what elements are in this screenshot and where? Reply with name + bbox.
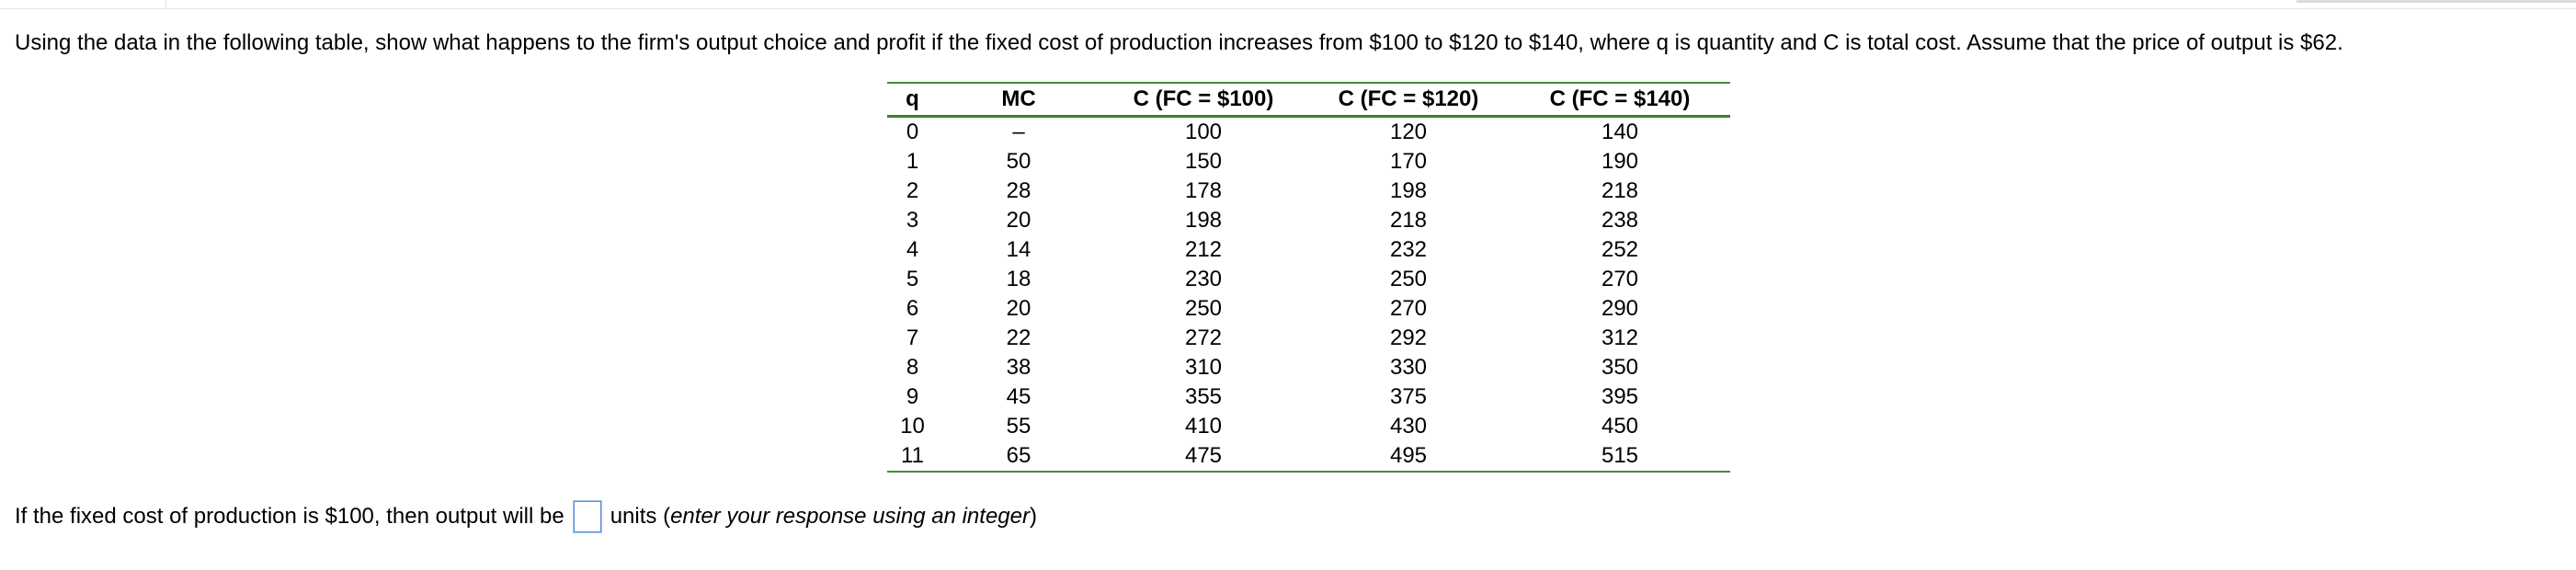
- cell-cost-fc140: 515: [1601, 443, 1639, 468]
- question-text: Using the data in the following table, s…: [15, 30, 2343, 55]
- cell-cost-fc140: 350: [1601, 355, 1639, 380]
- cell-q: 9: [906, 384, 919, 409]
- cell-cost-fc120: 198: [1389, 178, 1428, 203]
- table-row: 1 50 150 170 190: [887, 147, 1730, 177]
- cell-q: 6: [906, 296, 919, 321]
- cell-cost-fc120: 250: [1389, 267, 1428, 291]
- table-row: 3 20 198 218 238: [887, 206, 1730, 235]
- cell-cost-fc100: 198: [1184, 208, 1223, 233]
- header-cost-fc100: C (FC = $100): [1133, 86, 1274, 111]
- header-cost-fc120: C (FC = $120): [1338, 86, 1479, 111]
- table-row: 2 28 178 198 218: [887, 177, 1730, 206]
- table-row: 11 65 475 495 515: [887, 441, 1730, 472]
- cell-cost-fc140: 190: [1601, 149, 1639, 174]
- table-body: 0–100 120 140 1 50 150 170 190 2 28 178 198 218 3 20 19…: [887, 117, 1730, 472]
- cell-mc: 20: [1006, 208, 1032, 233]
- cell-cost-fc120: 430: [1389, 414, 1428, 439]
- header-mc: MC: [1001, 86, 1036, 111]
- table-header-row: q MC C (FC = $100) C (FC = $120) C (FC = $14…: [887, 83, 1730, 117]
- cell-cost-fc140: 290: [1601, 296, 1639, 321]
- cell-cost-fc100: 250: [1184, 296, 1223, 321]
- cell-q: 5: [906, 267, 919, 291]
- cell-cost-fc140: 270: [1601, 267, 1639, 291]
- cell-q: 10: [900, 414, 925, 439]
- output-answer-input[interactable]: [573, 501, 601, 532]
- cell-cost-fc120: 232: [1389, 237, 1428, 262]
- cell-cost-fc140: 450: [1601, 414, 1639, 439]
- cell-cost-fc100: 355: [1184, 384, 1223, 409]
- header-cost-fc140: C (FC = $140): [1549, 86, 1691, 111]
- table-row: 6 20 250 270 290: [887, 294, 1730, 324]
- cell-cost-fc140: 238: [1601, 208, 1639, 233]
- cell-cost-fc120: 170: [1389, 149, 1428, 174]
- cell-q: 4: [906, 237, 919, 262]
- cell-cost-fc100: 475: [1184, 443, 1223, 468]
- cell-mc: 28: [1006, 178, 1032, 203]
- table-row: 8 38 310 330 350: [887, 353, 1730, 382]
- table-row: 9 45 355 375 395: [887, 382, 1730, 412]
- cell-cost-fc120: 495: [1389, 443, 1428, 468]
- cell-q: 0: [906, 120, 919, 144]
- answer-hint: enter your response using an integer: [670, 504, 1030, 529]
- answer-close-paren: ): [1029, 504, 1037, 529]
- cell-q: 3: [906, 208, 919, 233]
- cell-mc: 18: [1006, 267, 1032, 291]
- cell-cost-fc100: 230: [1184, 267, 1223, 291]
- answer-prefix: If the fixed cost of production is $100,…: [15, 504, 564, 529]
- answer-units: units (: [610, 504, 671, 529]
- cell-cost-fc120: 330: [1389, 355, 1428, 380]
- cell-mc: 20: [1006, 296, 1032, 321]
- cell-cost-fc120: 292: [1389, 325, 1428, 350]
- cell-cost-fc120: 375: [1389, 384, 1428, 409]
- cell-cost-fc140: 140: [1601, 120, 1639, 144]
- cell-mc: 50: [1006, 149, 1032, 174]
- table-row: 10 55 410 430 450: [887, 412, 1730, 441]
- table-row: 7 22 272 292 312: [887, 324, 1730, 353]
- cell-cost-fc100: 150: [1184, 149, 1223, 174]
- cell-q: 8: [906, 355, 919, 380]
- cell-cost-fc100: 100: [1184, 120, 1223, 144]
- cell-cost-fc140: 218: [1601, 178, 1639, 203]
- cell-q: 11: [901, 443, 924, 468]
- cell-cost-fc140: 395: [1601, 384, 1639, 409]
- cell-q: 7: [906, 325, 919, 350]
- cell-mc: –: [1012, 120, 1025, 144]
- cell-mc: 55: [1006, 414, 1032, 439]
- cell-cost-fc100: 310: [1184, 355, 1223, 380]
- cell-mc: 65: [1006, 443, 1032, 468]
- cell-q: 1: [906, 149, 919, 174]
- table-row: 0 – 100 120 140: [887, 117, 1730, 148]
- cell-cost-fc120: 120: [1389, 120, 1428, 144]
- cost-table-container: q MC C (FC = $100) C (FC = $120) C (FC = $14…: [887, 82, 1730, 473]
- cell-mc: 14: [1006, 237, 1032, 262]
- cell-cost-fc100: 212: [1184, 237, 1223, 262]
- cell-cost-fc120: 270: [1389, 296, 1428, 321]
- cell-mc: 38: [1006, 355, 1032, 380]
- table-row: 5 18 230 250 270: [887, 265, 1730, 294]
- cell-mc: 45: [1006, 384, 1032, 409]
- top-divider-tick: [165, 0, 166, 8]
- answer-line: If the fixed cost of production is $100,…: [15, 498, 1037, 535]
- table-row: 4 14 212 232 252: [887, 235, 1730, 265]
- cell-cost-fc140: 252: [1601, 237, 1639, 262]
- cell-cost-fc100: 272: [1184, 325, 1223, 350]
- cell-cost-fc100: 178: [1184, 178, 1223, 203]
- top-divider: [0, 8, 2576, 9]
- cost-table: q MC C (FC = $100) C (FC = $120) C (FC = $14…: [887, 82, 1730, 473]
- header-q: q: [906, 86, 919, 111]
- cell-q: 2: [906, 178, 919, 203]
- top-right-tab-edge: [2297, 0, 2576, 3]
- cell-cost-fc100: 410: [1184, 414, 1223, 439]
- cell-cost-fc120: 218: [1389, 208, 1428, 233]
- cell-cost-fc140: 312: [1601, 325, 1639, 350]
- cell-mc: 22: [1006, 325, 1032, 350]
